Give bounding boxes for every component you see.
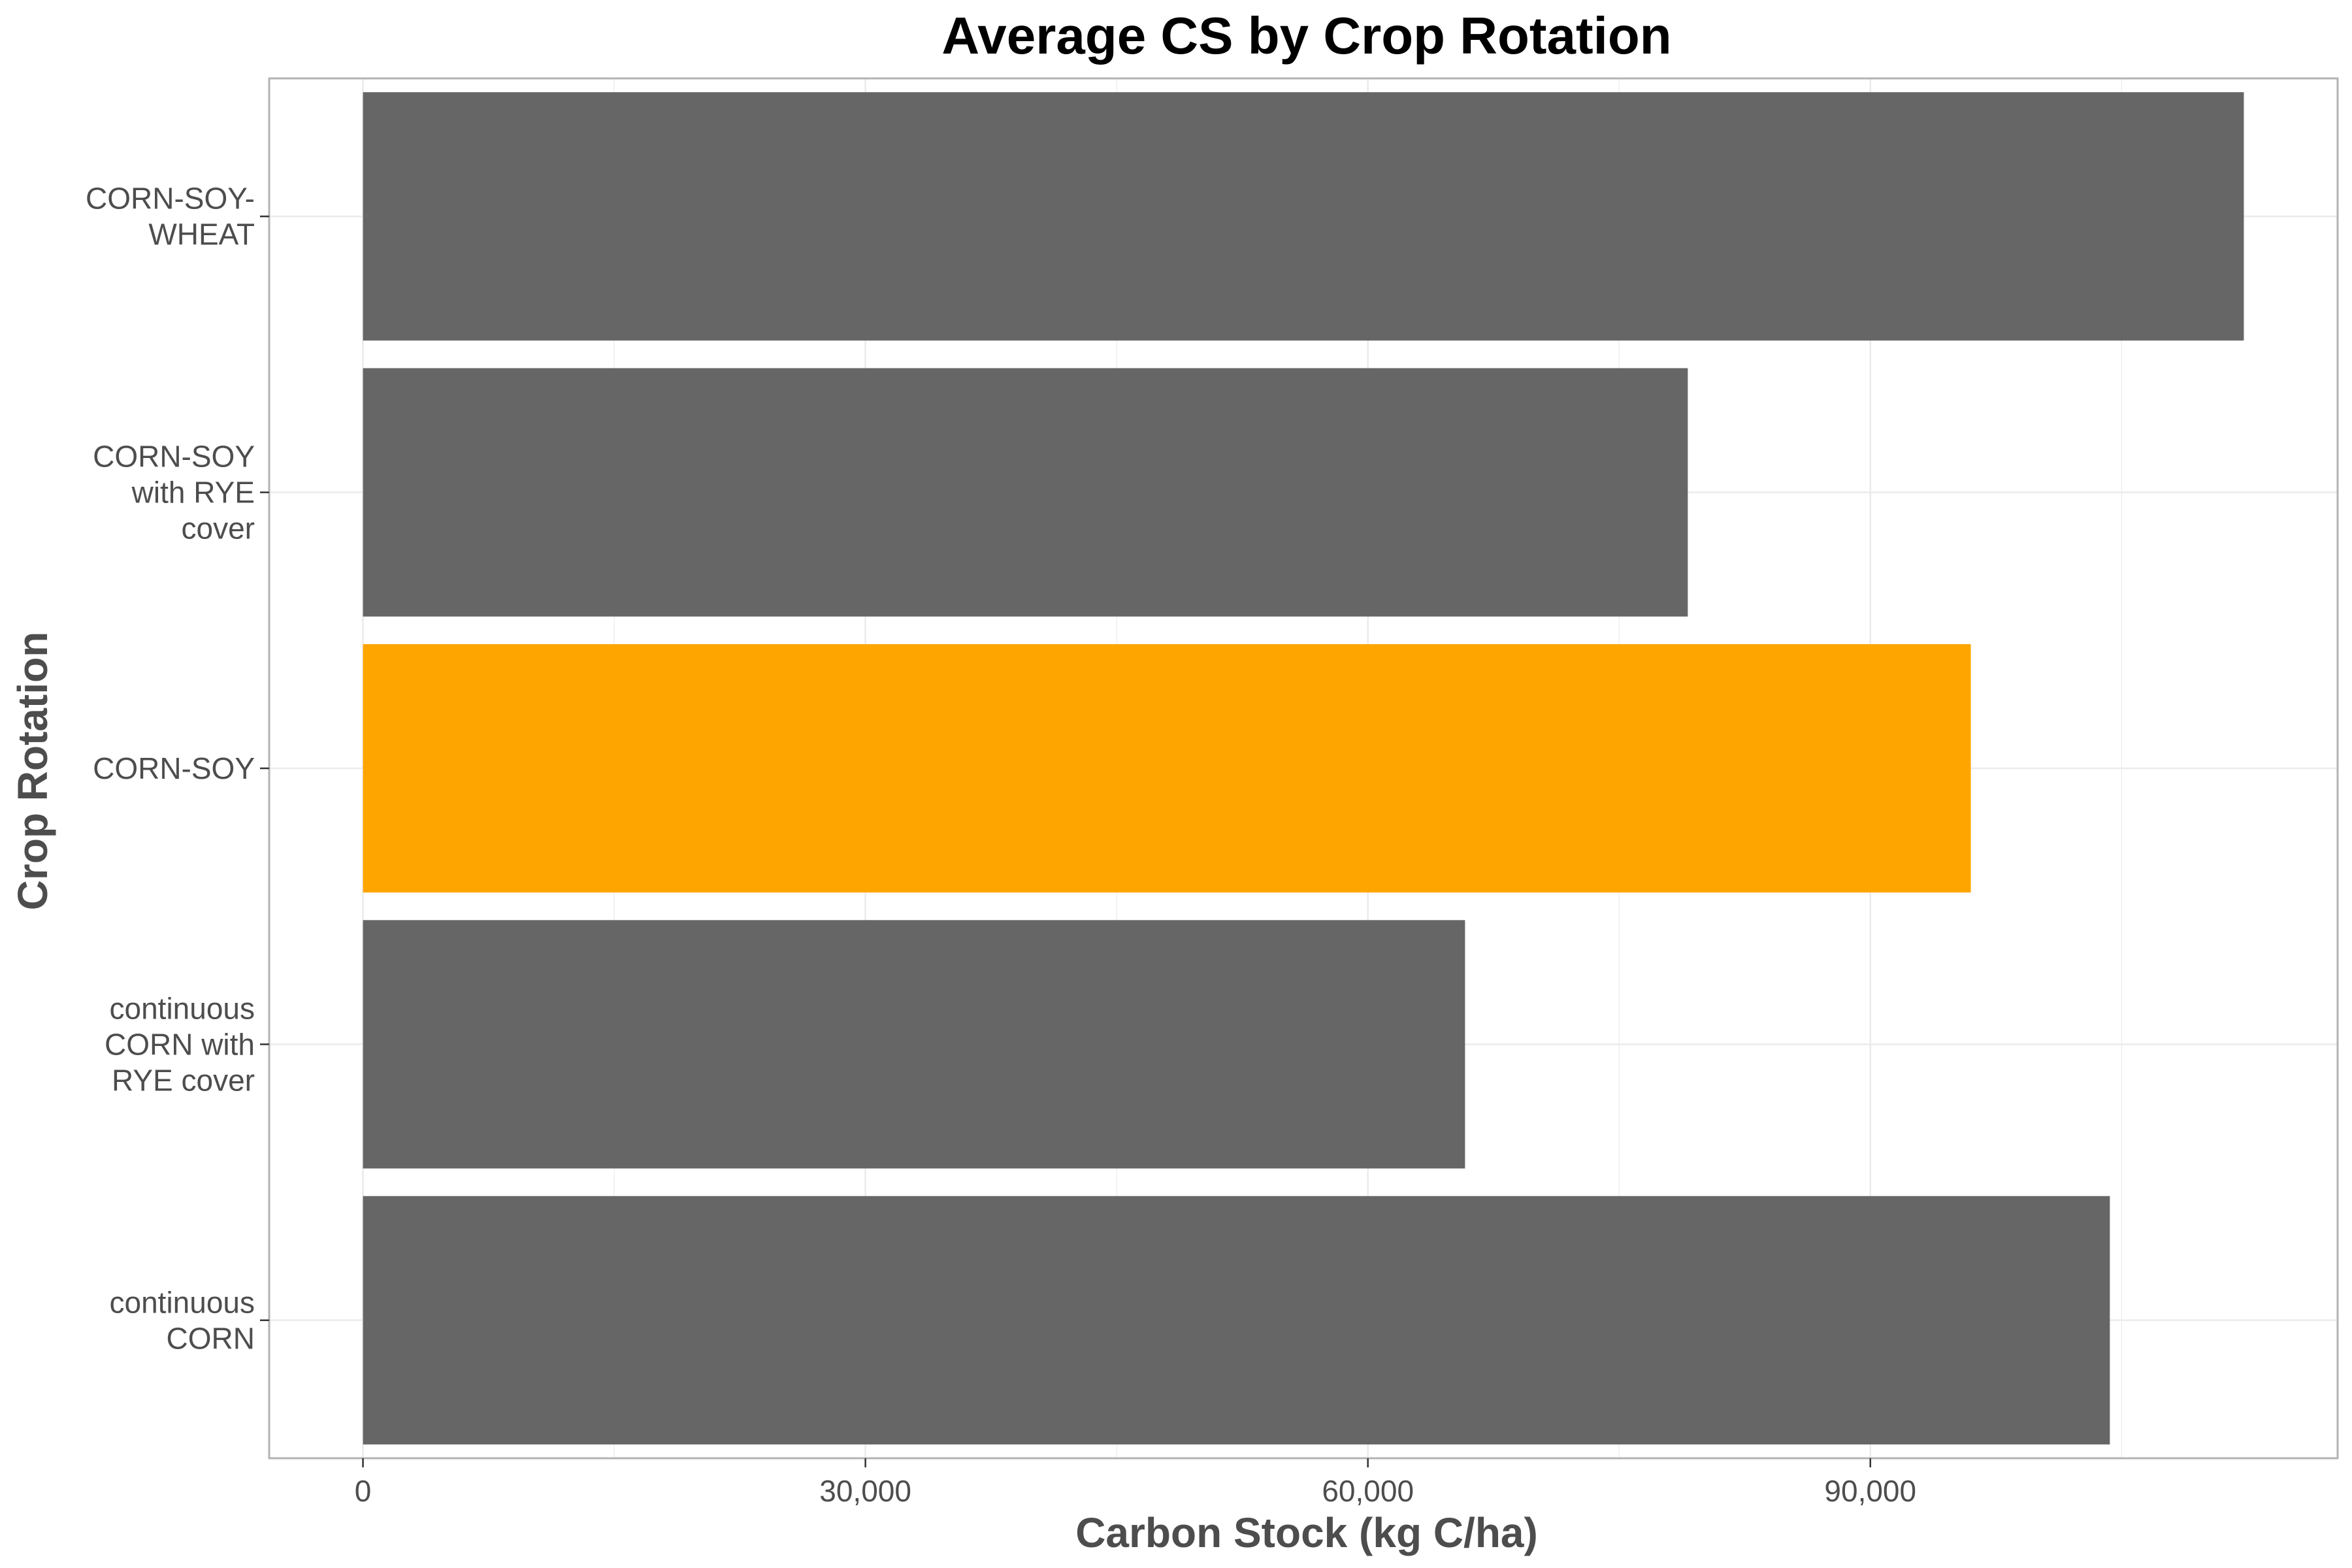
x-tick-label: 0 — [355, 1474, 372, 1508]
bar-3 — [363, 920, 1465, 1169]
y-tick-label: CORN-SOY- — [86, 182, 255, 216]
y-tick-label: with RYE — [131, 476, 255, 510]
y-tick-label: CORN with — [105, 1027, 255, 1061]
y-tick-label: CORN — [167, 1321, 255, 1355]
y-tick-label: CORN-SOY — [93, 440, 255, 474]
y-tick-label: continuous — [110, 991, 255, 1025]
bar-2 — [363, 644, 1971, 893]
y-tick-label: CORN-SOY — [93, 751, 255, 785]
y-tick-label: continuous — [110, 1285, 255, 1319]
bar-4 — [363, 1196, 2110, 1445]
bar-0 — [363, 92, 2244, 341]
x-axis-ticks: 0 30,000 60,000 90,000 — [355, 1458, 1916, 1508]
x-tick-label: 60,000 — [1322, 1474, 1414, 1508]
y-tick-label: WHEAT — [148, 218, 255, 252]
y-tick-label: cover — [182, 512, 255, 546]
bar-1 — [363, 368, 1688, 617]
chart-title: Average CS by Crop Rotation — [941, 7, 1671, 65]
y-tick-label: RYE cover — [112, 1063, 255, 1097]
x-tick-label: 30,000 — [819, 1474, 911, 1508]
bars — [363, 92, 2244, 1445]
x-axis-title: Carbon Stock (kg C/ha) — [1075, 1509, 1538, 1556]
x-tick-label: 90,000 — [1824, 1474, 1916, 1508]
y-axis-title: Crop Rotation — [9, 632, 56, 911]
